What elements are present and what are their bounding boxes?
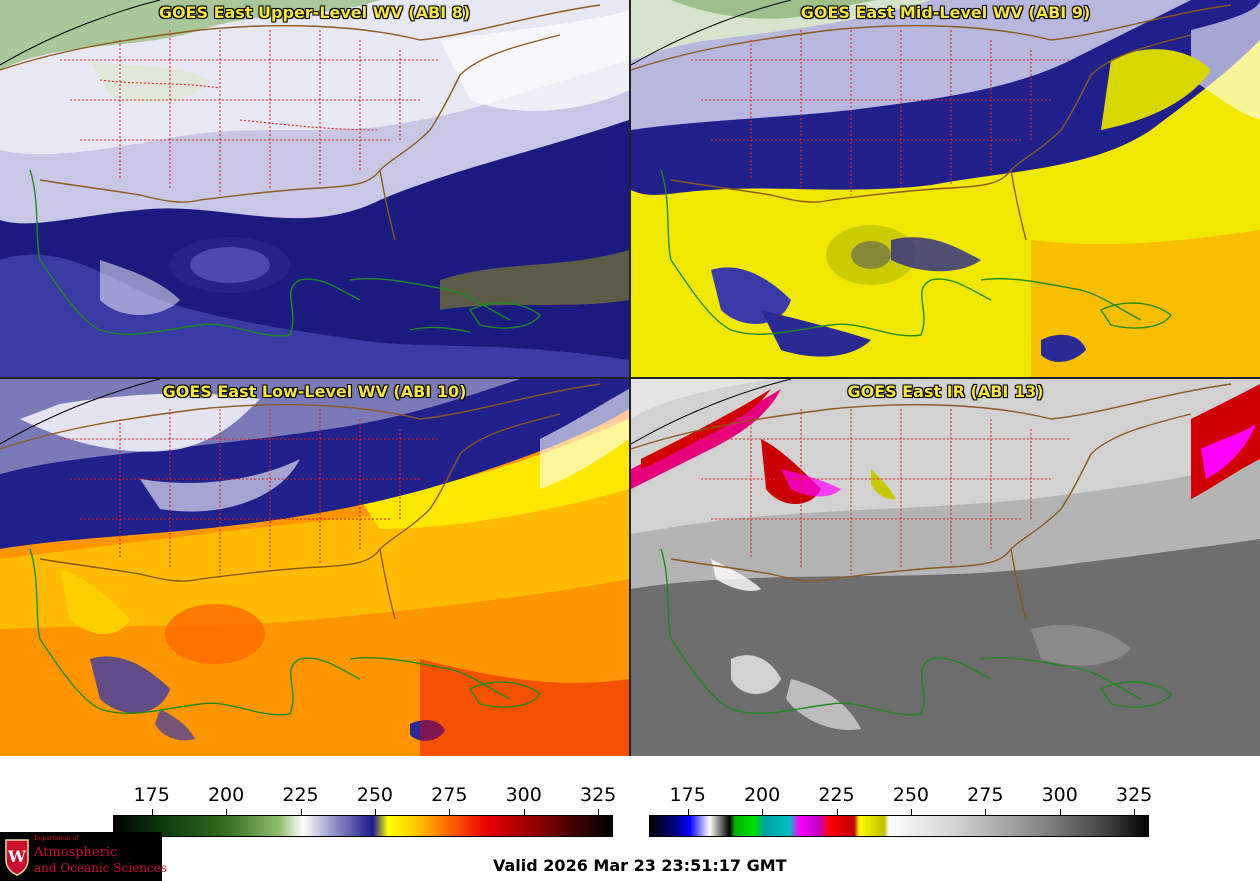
colorbar-tick-label: 275	[967, 784, 1004, 806]
colorbar-tick-label: 275	[431, 784, 468, 806]
panel-title: GOES East IR (ABI 13)	[847, 382, 1044, 401]
crest-letter: W	[7, 847, 27, 866]
colorbar-tick-label: 175	[133, 784, 170, 806]
colorbar-tick	[523, 809, 525, 815]
panel-mid-level-wv: GOES East Mid-Level WV (ABI 9)	[631, 0, 1260, 377]
colorbar-tick	[151, 809, 153, 815]
ir-image	[631, 379, 1260, 756]
colorbar-tick	[985, 809, 987, 815]
colorbar-tick	[598, 809, 600, 815]
upper-level-wv-image	[0, 0, 629, 377]
logo-department: Department of	[34, 835, 79, 842]
panel-low-level-wv: GOES East Low-Level WV (ABI 10)	[0, 379, 629, 756]
colorbar-tick-label: 175	[669, 784, 706, 806]
panel-ir: GOES East IR (ABI 13)	[631, 379, 1260, 756]
colorbar-tick-label: 325	[579, 784, 617, 806]
colorbar-tick	[226, 809, 228, 815]
logo-oceanic: and Oceanic Sciences	[34, 861, 167, 875]
colorbar-tick	[1059, 809, 1061, 815]
panel-divider-horizontal	[0, 377, 1260, 379]
colorbar-tick-label: 225	[818, 784, 855, 806]
mid-level-wv-image	[631, 0, 1260, 377]
colorbar-tick	[300, 809, 302, 815]
ir-colorbar	[649, 815, 1149, 837]
panel-upper-level-wv: GOES East Upper-Level WV (ABI 8)	[0, 0, 629, 377]
colorbar-tick-label: 225	[282, 784, 319, 806]
colorbar-tick-label: 325	[1115, 784, 1153, 806]
panel-title: GOES East Upper-Level WV (ABI 8)	[158, 3, 471, 22]
low-level-wv-image	[0, 379, 629, 756]
colorbar-tick	[374, 809, 376, 815]
valid-time: Valid 2026 Mar 23 23:51:17 GMT	[493, 856, 787, 875]
colorbar-tick-label: 200	[743, 784, 781, 806]
wv-colorbar	[113, 815, 613, 837]
colorbar-tick	[449, 809, 451, 815]
colorbar-tick-label: 300	[505, 784, 542, 806]
colorbar-tick-label: 300	[1041, 784, 1078, 806]
colorbar-tick-label: 250	[356, 784, 394, 806]
colorbar-tick	[910, 809, 912, 815]
logo-atmospheric: Atmospheric	[34, 845, 118, 860]
colorbar-tick-label: 200	[207, 784, 245, 806]
uw-crest-icon: W	[5, 839, 29, 876]
panel-title: GOES East Mid-Level WV (ABI 9)	[800, 3, 1091, 22]
panel-title: GOES East Low-Level WV (ABI 10)	[162, 382, 467, 401]
colorbar-tick	[1134, 809, 1136, 815]
colorbar-tick	[687, 809, 689, 815]
colorbar-tick	[762, 809, 764, 815]
colorbar-tick-label: 250	[892, 784, 930, 806]
aos-logo: W Department of Atmospheric and Oceanic …	[0, 832, 167, 881]
colorbar-tick	[836, 809, 838, 815]
